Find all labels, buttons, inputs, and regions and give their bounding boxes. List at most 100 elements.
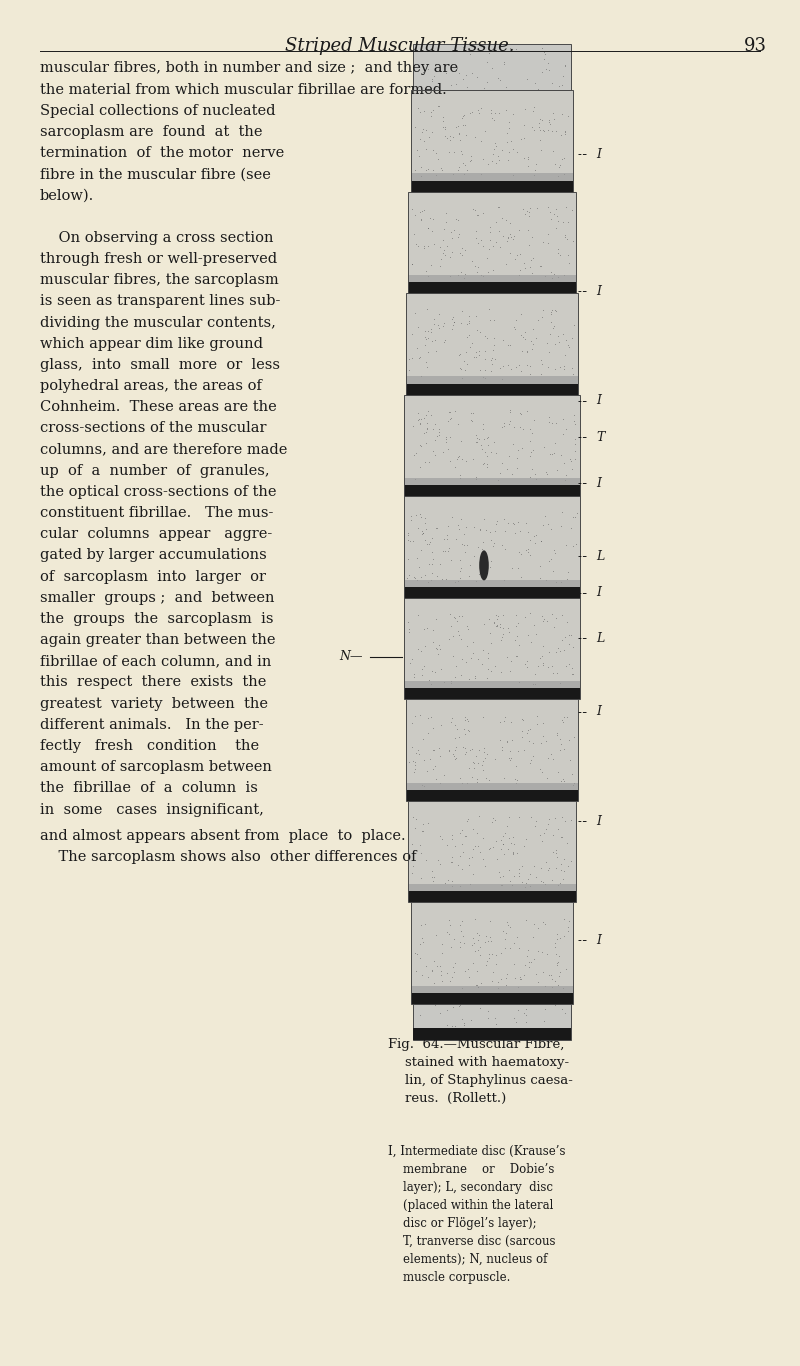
- Point: [523, 363, 536, 385]
- Point: [558, 861, 570, 882]
- Point: [410, 960, 422, 982]
- Point: [468, 751, 481, 773]
- Point: [406, 347, 418, 369]
- Point: [548, 540, 561, 561]
- Polygon shape: [408, 800, 576, 903]
- Point: [418, 235, 431, 257]
- Point: [522, 219, 534, 240]
- Point: [484, 837, 497, 859]
- Point: [422, 571, 434, 593]
- Polygon shape: [405, 485, 579, 496]
- Point: [490, 944, 502, 966]
- Point: [494, 874, 507, 896]
- Point: [492, 978, 505, 1000]
- Point: [471, 938, 484, 960]
- Text: which appear dim like ground: which appear dim like ground: [40, 337, 263, 351]
- Point: [502, 837, 514, 859]
- Point: [502, 335, 514, 357]
- Point: [522, 156, 534, 178]
- Text: 93: 93: [744, 37, 767, 55]
- Point: [568, 772, 581, 794]
- Point: [454, 921, 467, 943]
- Point: [410, 548, 423, 570]
- Point: [478, 340, 491, 362]
- Point: [446, 505, 458, 527]
- Point: [420, 260, 433, 281]
- Point: [494, 236, 507, 258]
- Point: [566, 328, 578, 350]
- Point: [539, 731, 552, 753]
- Point: [501, 814, 514, 836]
- Point: [561, 706, 574, 728]
- Point: [446, 829, 458, 851]
- Point: [534, 254, 546, 276]
- Point: [541, 768, 554, 790]
- Point: [486, 962, 499, 984]
- Point: [426, 70, 438, 92]
- Point: [522, 624, 534, 646]
- Point: [565, 624, 578, 646]
- Point: [550, 217, 562, 239]
- Point: [414, 434, 426, 456]
- Point: [532, 78, 545, 100]
- Point: [503, 117, 516, 139]
- Point: [518, 257, 531, 279]
- Point: [466, 631, 479, 653]
- Point: [540, 611, 553, 632]
- Point: [480, 768, 493, 790]
- Point: [452, 514, 465, 535]
- Point: [438, 243, 451, 265]
- Point: [554, 444, 567, 466]
- Point: [494, 661, 507, 683]
- Point: [506, 843, 519, 865]
- Point: [482, 42, 495, 64]
- Point: [446, 318, 458, 340]
- Point: [524, 951, 537, 973]
- Point: [558, 810, 571, 832]
- Point: [427, 866, 440, 888]
- Point: [519, 653, 532, 675]
- Point: [521, 199, 534, 221]
- Point: [426, 139, 439, 161]
- Point: [526, 101, 539, 123]
- Polygon shape: [405, 688, 579, 699]
- Point: [499, 520, 512, 542]
- Point: [470, 342, 482, 363]
- Point: [480, 71, 493, 93]
- Point: [488, 611, 501, 632]
- Point: [560, 612, 573, 634]
- Point: [530, 866, 542, 888]
- Point: [526, 422, 538, 444]
- Point: [521, 354, 534, 376]
- Point: [449, 1015, 462, 1037]
- Point: [457, 719, 470, 740]
- Point: [460, 616, 473, 638]
- Point: [416, 122, 429, 143]
- Point: [478, 738, 490, 759]
- Point: [542, 747, 554, 769]
- Point: [414, 567, 427, 589]
- Point: [476, 639, 489, 661]
- Point: [541, 197, 554, 219]
- Point: [550, 840, 562, 862]
- Point: [442, 541, 454, 563]
- Point: [551, 165, 564, 187]
- Point: [510, 754, 522, 776]
- Point: [534, 758, 546, 780]
- Point: [434, 157, 447, 179]
- Point: [417, 407, 430, 429]
- Point: [513, 354, 526, 376]
- Point: [538, 873, 551, 895]
- Point: [458, 706, 471, 728]
- Point: [445, 74, 458, 96]
- Point: [427, 949, 440, 971]
- Point: [418, 335, 431, 357]
- Point: [426, 120, 438, 142]
- Point: [469, 199, 482, 221]
- Point: [412, 317, 425, 339]
- Point: [493, 102, 506, 124]
- Text: constituent fibrillae.   The mus-: constituent fibrillae. The mus-: [40, 507, 274, 520]
- Point: [415, 841, 428, 863]
- Point: [535, 530, 548, 552]
- Point: [470, 306, 482, 328]
